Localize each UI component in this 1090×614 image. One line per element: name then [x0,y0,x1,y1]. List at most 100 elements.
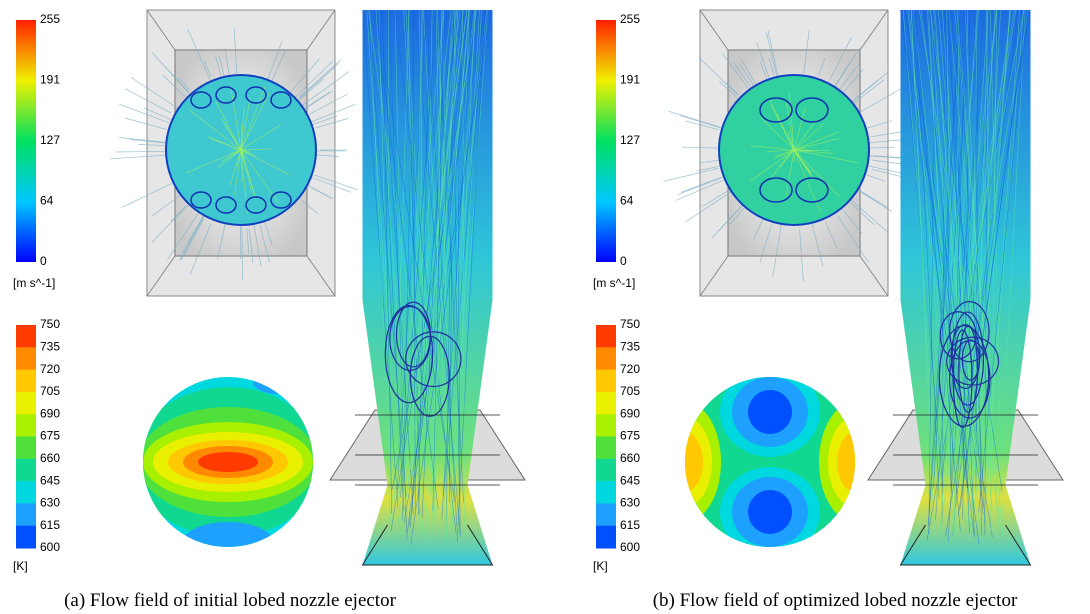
box-streak [766,32,778,77]
box-streak [119,137,167,143]
disc-streak [240,124,282,151]
vortex [795,177,829,203]
box-streak [178,77,190,91]
flow-streak [927,9,961,525]
temperature-band [16,436,36,460]
box-streak [719,81,738,99]
flow-streak [958,9,986,524]
box-streak [246,228,250,255]
box-streak [311,187,333,200]
box-streak [187,29,212,82]
disc-streak [217,149,242,168]
flow-streak [973,9,982,536]
flow-streak [997,9,1026,532]
velocity-tick-label: 0 [40,254,47,268]
flow-streak [400,9,438,498]
temperature-tick-label: 735 [620,339,640,353]
flow-streak [417,9,431,515]
box-streak [298,78,324,102]
box-streak [734,63,754,91]
flow-streak [445,9,455,521]
box-streak [677,177,722,196]
temperature-band [596,391,616,415]
disc-streak [240,108,245,151]
temperature-tick-label: 690 [40,406,60,420]
box-streak [308,175,351,193]
temperature-tick-label: 630 [620,496,640,510]
temperature-tick-label: 750 [40,317,60,331]
box-streak [853,187,893,212]
disc-streak [215,101,242,151]
flow-streak [956,9,999,513]
disc-streak [240,97,251,151]
box-streak [115,150,166,153]
flow-streak [907,9,958,489]
box-edge [859,9,889,51]
temperature-contour [143,377,313,547]
vortex [190,191,212,209]
temperature-contour [685,377,855,547]
box-streak [855,87,903,116]
temperature-tick-label: 720 [40,362,60,376]
box-streak [151,202,191,243]
velocity-colorbar [16,20,36,262]
box-streak [772,224,782,277]
disc-streak [793,149,840,197]
disc-streak [793,149,834,154]
box-streak [309,103,356,123]
temperature-unit: [K] [13,559,28,573]
disc-streak [793,149,859,164]
box-streak [722,53,751,91]
temperature-band [16,458,36,482]
flow-streak [394,9,406,523]
disc-streak [769,149,795,180]
flow-streak [968,9,1010,542]
box-streak [217,221,226,260]
temperature-band [596,503,616,527]
flow-streak [432,9,445,512]
vortex [215,86,237,104]
disc-streak [240,149,290,176]
box-edge [306,255,336,297]
velocity-tick-label: 255 [620,12,640,26]
flow-streak [390,9,452,528]
flow-streak [456,9,486,543]
disc-streak [787,130,795,151]
box-streak [668,110,720,128]
temperature-tick-label: 615 [620,518,640,532]
flow-streak [959,9,1028,509]
box-streak [109,154,172,160]
flow-streak [387,9,391,514]
temperature-band [596,481,616,504]
box-streak [151,192,184,217]
flow-streak [408,9,477,527]
box-streak [130,76,182,111]
velocity-tick-label: 191 [620,73,640,87]
disc-streak [793,149,814,180]
box-edge [146,255,176,297]
box-streak [855,187,889,209]
flow-streak [968,9,978,527]
temperature-band [16,414,36,437]
velocity-tick-label: 64 [40,194,54,208]
velocity-tick-label: 64 [620,194,634,208]
flow-streak [962,9,971,519]
flow-streak [408,9,416,498]
box-streak [203,60,212,78]
flow-streak [433,9,442,531]
vortex [795,97,829,123]
vortex [759,97,793,123]
contour-band [253,377,303,394]
disc-streak [234,149,242,195]
recirculation [384,304,434,404]
contour-band [198,452,258,472]
flow-streak [393,9,410,506]
ejector-outlet [899,524,1032,566]
temperature-tick-label: 750 [620,317,640,331]
temperature-band [596,458,616,482]
box-streak [685,191,732,223]
box-streak [840,69,864,96]
disc-streak [768,98,795,151]
flow-streak [946,9,957,533]
disc-streak [775,149,795,157]
